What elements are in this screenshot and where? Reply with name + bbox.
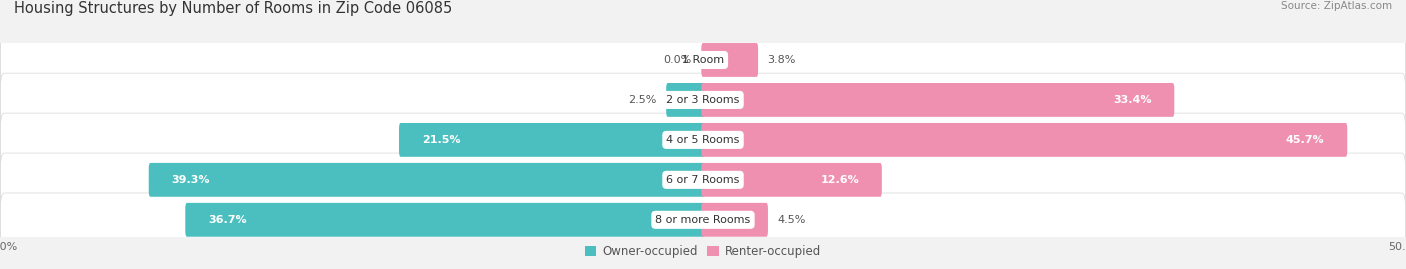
Text: 4 or 5 Rooms: 4 or 5 Rooms: [666, 135, 740, 145]
Text: 45.7%: 45.7%: [1286, 135, 1324, 145]
Text: 4.5%: 4.5%: [778, 215, 806, 225]
Text: 0.0%: 0.0%: [664, 55, 692, 65]
Text: 21.5%: 21.5%: [422, 135, 460, 145]
Text: 33.4%: 33.4%: [1114, 95, 1152, 105]
FancyBboxPatch shape: [702, 163, 882, 197]
FancyBboxPatch shape: [149, 163, 704, 197]
Text: 1 Room: 1 Room: [682, 55, 724, 65]
FancyBboxPatch shape: [186, 203, 704, 237]
Text: 36.7%: 36.7%: [208, 215, 246, 225]
FancyBboxPatch shape: [0, 33, 1406, 87]
FancyBboxPatch shape: [702, 43, 758, 77]
Text: 3.8%: 3.8%: [768, 55, 796, 65]
Text: 39.3%: 39.3%: [172, 175, 209, 185]
FancyBboxPatch shape: [0, 73, 1406, 127]
FancyBboxPatch shape: [702, 203, 768, 237]
FancyBboxPatch shape: [0, 113, 1406, 167]
FancyBboxPatch shape: [399, 123, 704, 157]
Text: 2.5%: 2.5%: [628, 95, 657, 105]
Text: 2 or 3 Rooms: 2 or 3 Rooms: [666, 95, 740, 105]
FancyBboxPatch shape: [666, 83, 704, 117]
FancyBboxPatch shape: [702, 123, 1347, 157]
Legend: Owner-occupied, Renter-occupied: Owner-occupied, Renter-occupied: [579, 241, 827, 263]
Text: 6 or 7 Rooms: 6 or 7 Rooms: [666, 175, 740, 185]
FancyBboxPatch shape: [702, 83, 1174, 117]
Text: Housing Structures by Number of Rooms in Zip Code 06085: Housing Structures by Number of Rooms in…: [14, 1, 453, 16]
Text: 8 or more Rooms: 8 or more Rooms: [655, 215, 751, 225]
Text: Source: ZipAtlas.com: Source: ZipAtlas.com: [1281, 1, 1392, 11]
FancyBboxPatch shape: [0, 153, 1406, 207]
FancyBboxPatch shape: [0, 193, 1406, 247]
Text: 12.6%: 12.6%: [820, 175, 859, 185]
